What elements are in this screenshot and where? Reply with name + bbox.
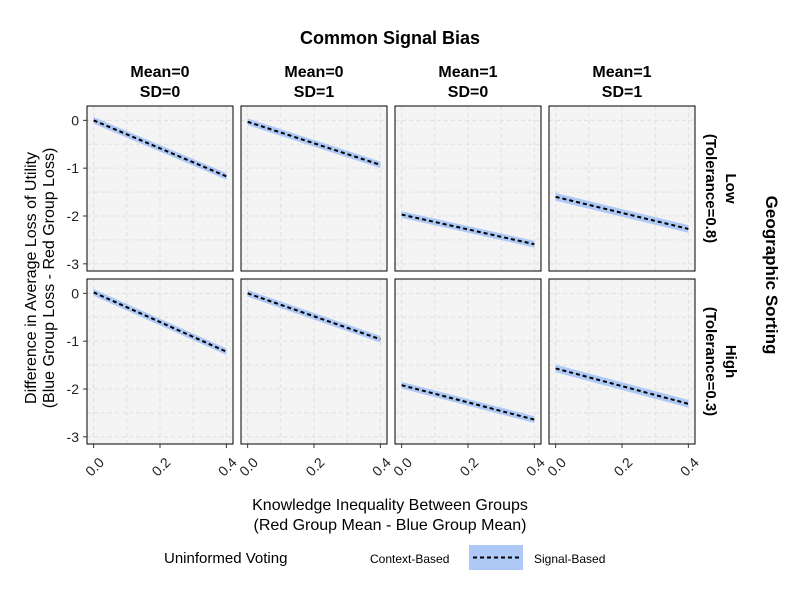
- column-strip-labels: Mean=0 SD=0 Mean=0 SD=1 Mean=1 SD=0 Mean=1 SD=1: [130, 64, 651, 101]
- y-axis-title-line2: (Blue Group Loss - Red Group Loss): [41, 148, 58, 409]
- panel-background: [241, 106, 387, 271]
- panel-background: [87, 279, 233, 444]
- y-tick-label: 0: [71, 112, 79, 128]
- confidence-ribbon: [247, 118, 381, 169]
- series-line-signal-based: [401, 384, 535, 421]
- legend-entry-signal-based: Signal-Based: [534, 552, 605, 566]
- y-tick-label: -1: [67, 160, 80, 176]
- confidence-ribbon: [401, 211, 535, 248]
- y-tick-label: 0: [71, 285, 79, 301]
- x-tick-label: 0.2: [148, 454, 173, 479]
- panel: 0 -1 -2 -3: [67, 105, 234, 272]
- column-strip-label-line2: SD=1: [294, 84, 335, 101]
- series-line-signal-based: [401, 213, 535, 246]
- series-line-signal-based: [93, 119, 227, 178]
- panel-border: [240, 105, 388, 272]
- column-strip-label-line1: Mean=0: [130, 64, 189, 81]
- x-tick-label: 0.0: [544, 454, 569, 479]
- panel: 0.0 0.2 0.4: [390, 278, 548, 479]
- panel: [548, 105, 696, 272]
- column-strip-label-line2: SD=0: [448, 84, 489, 101]
- panel: 0-1-2-30.0 0.2 0.4: [67, 278, 240, 479]
- panel-background: [241, 279, 387, 444]
- legend: Uninformed Voting Context-Based Signal-B…: [164, 545, 605, 570]
- right-axis-title: Geographic Sorting: [762, 196, 781, 355]
- confidence-ribbon: [401, 381, 535, 423]
- confidence-ribbon: [555, 193, 689, 233]
- row-strip-label-line1: High: [722, 345, 739, 378]
- series-line-signal-based: [555, 367, 689, 405]
- y-tick-label: -3: [67, 256, 80, 272]
- panel-border: [394, 105, 542, 272]
- column-strip-label-line1: Mean=1: [438, 64, 497, 81]
- panel-background: [549, 279, 695, 444]
- panel-background: [87, 106, 233, 271]
- panel: 0.0 0.2 0.4: [544, 278, 702, 479]
- panel: 0.0 0.2 0.4: [236, 278, 394, 479]
- legend-entry-context-based: Context-Based: [370, 552, 449, 566]
- column-strip-label-line1: Mean=1: [592, 64, 651, 81]
- panel: [394, 105, 542, 272]
- panel-border: [86, 105, 234, 272]
- chart-title: Common Signal Bias: [300, 28, 480, 48]
- y-axis-title-line1: Difference in Average Loss of Utility: [23, 152, 40, 404]
- x-axis-title-line1: Knowledge Inequality Between Groups: [252, 497, 528, 514]
- chart-panels: 0-1-2-30-1-2-30.0 0.2 0.40.0 0.2 0.40.0 0.2 0.…: [67, 105, 702, 479]
- panel-border: [548, 105, 696, 272]
- confidence-ribbon: [555, 364, 689, 408]
- row-strip-label-line1: Low: [722, 174, 739, 204]
- x-axis-title-line2: (Red Group Mean - Blue Group Mean): [253, 517, 526, 534]
- column-strip-label-line2: SD=0: [140, 84, 181, 101]
- x-tick-label: 0.0: [390, 454, 415, 479]
- y-tick-label: -2: [67, 381, 80, 397]
- column-strip-label-line1: Mean=0: [284, 64, 343, 81]
- x-tick-label: 0.2: [302, 454, 327, 479]
- column-strip-label-line2: SD=1: [602, 84, 643, 101]
- panel: [240, 105, 388, 272]
- x-tick-label: 0.2: [456, 454, 481, 479]
- series-line-signal-based: [555, 195, 689, 230]
- y-tick-label: -1: [67, 333, 80, 349]
- series-line-signal-based: [247, 120, 381, 166]
- row-strip-label-line2: (Tolerance=0.3): [702, 307, 719, 416]
- x-tick-label: 0.0: [236, 454, 261, 479]
- y-tick-label: -2: [67, 208, 80, 224]
- y-tick-label: -3: [67, 429, 80, 445]
- row-strip-label-line2: (Tolerance=0.8): [702, 134, 719, 243]
- legend-title: Uninformed Voting: [164, 550, 287, 567]
- y-axis-title: Difference in Average Loss of Utility (B…: [23, 148, 58, 409]
- x-tick-label: 0.4: [677, 454, 702, 479]
- series-line-signal-based: [247, 292, 381, 341]
- x-axis-title: Knowledge Inequality Between Groups (Red…: [252, 497, 528, 534]
- row-strip-labels: Low(Tolerance=0.8) High(Tolerance=0.3): [702, 134, 739, 416]
- series-line-signal-based: [93, 291, 227, 353]
- panel-background: [549, 106, 695, 271]
- x-tick-label: 0.0: [82, 454, 107, 479]
- x-tick-label: 0.2: [610, 454, 635, 479]
